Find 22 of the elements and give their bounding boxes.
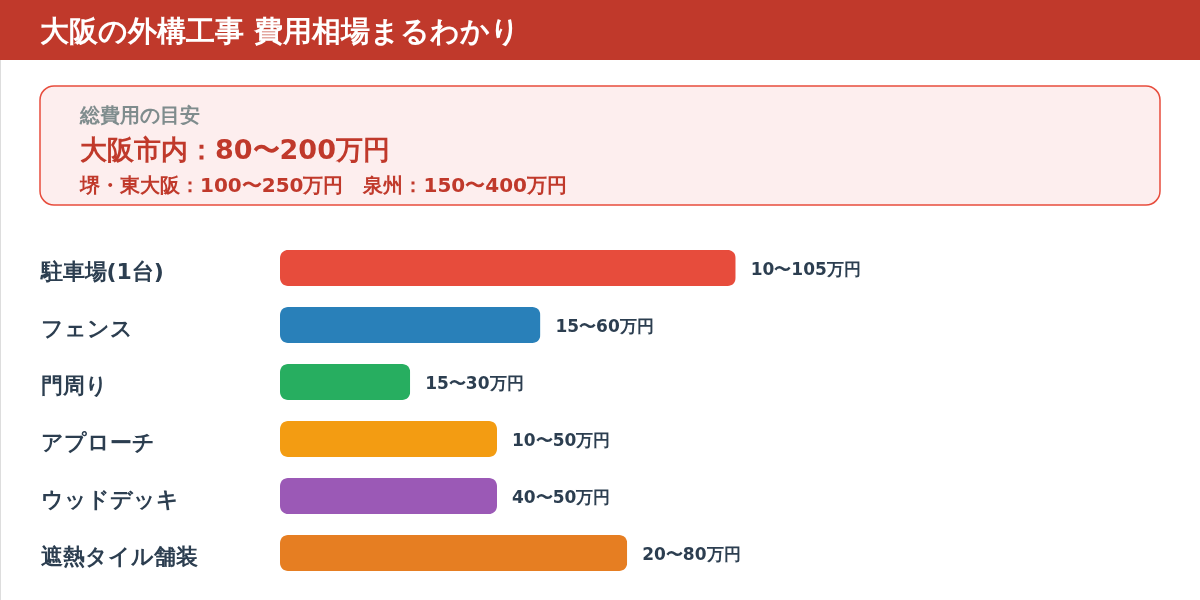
y-tick-label: 駐車場(1台): [39, 259, 164, 284]
data-label: 10〜50万円: [512, 430, 611, 450]
y-tick-label: アプローチ: [40, 430, 155, 455]
bar: [280, 364, 411, 400]
data-label: 40〜50万円: [512, 487, 611, 507]
bar: [280, 421, 497, 457]
bar: [280, 478, 497, 514]
y-tick-label: 門周り: [40, 373, 108, 398]
y-tick-label: ウッドデッキ: [40, 487, 179, 512]
text: 大阪市内：80〜200万円: [80, 134, 390, 165]
text: 堺・東大阪：100〜250万円 泉州：150〜400万円: [79, 173, 567, 197]
data-label: 20〜80万円: [642, 544, 741, 564]
text: 総費用の目安: [79, 103, 200, 127]
bar: [280, 307, 541, 343]
bar: [280, 250, 736, 286]
data-label: 10〜105万円: [750, 259, 861, 279]
data-label: 15〜60万円: [555, 316, 654, 336]
bar: [280, 535, 628, 571]
y-tick-label: 遮熱タイル舗装: [40, 544, 198, 569]
chart-title: 大阪の外構工事 費用相場まるわかり: [40, 14, 521, 48]
data-label: 15〜30万円: [425, 373, 524, 393]
y-tick-label: フェンス: [40, 316, 133, 341]
